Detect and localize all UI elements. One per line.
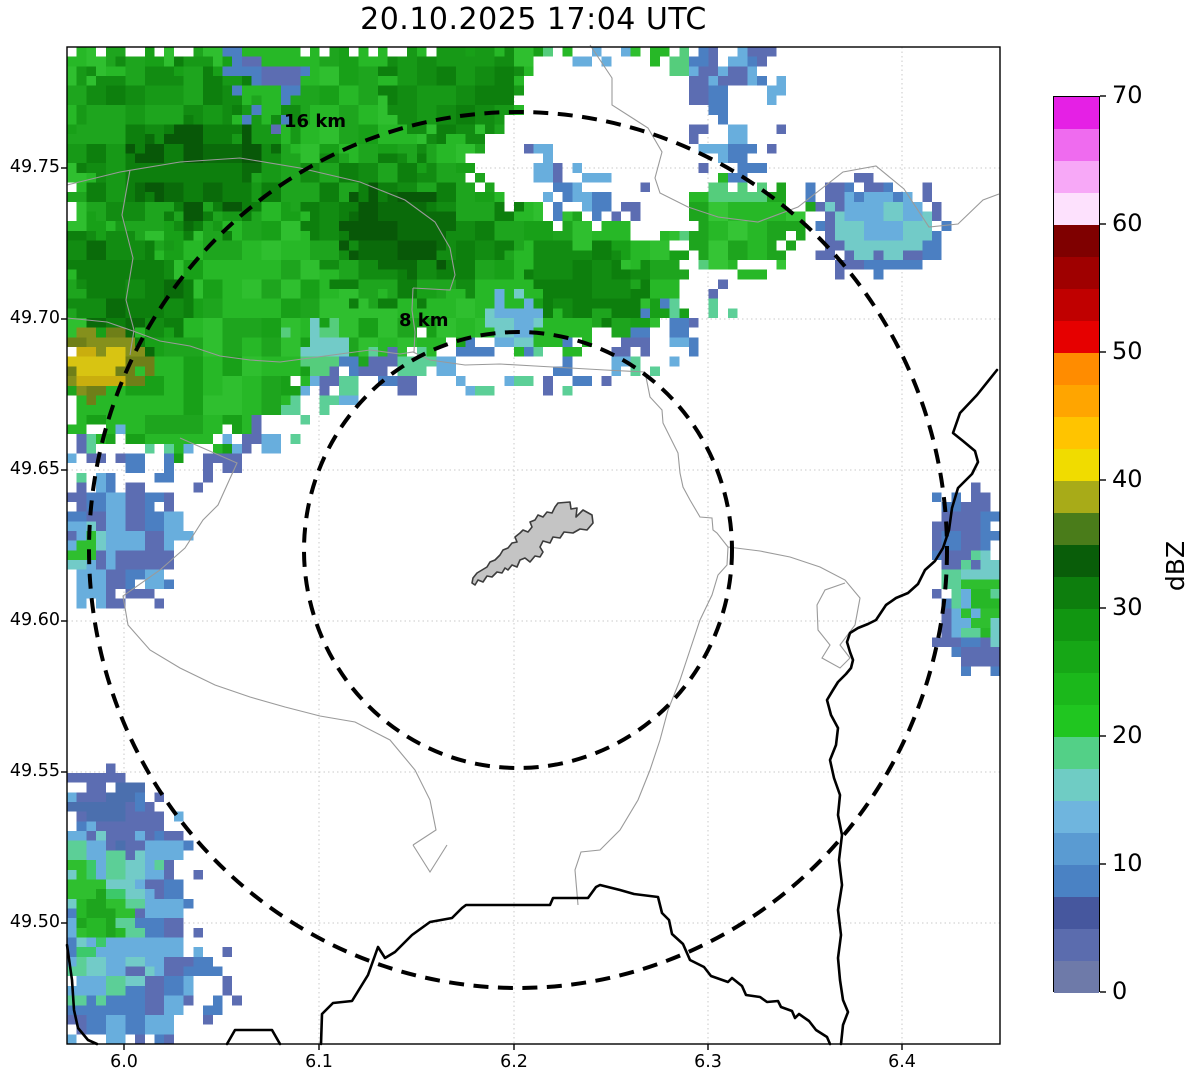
plot-title: 20.10.2025 17:04 UTC [360,2,707,37]
colorbar-band [1054,481,1099,513]
y-tick-label: 49.60 [9,610,60,630]
colorbar-band [1054,417,1099,449]
colorbar-tick-label: 60 [1112,209,1143,237]
colorbar-band [1054,97,1099,129]
y-tick-label: 49.50 [9,912,60,932]
colorbar-band [1054,161,1099,193]
radar-reflectivity-canvas [67,47,1000,1044]
y-tick-label: 49.70 [9,308,60,328]
x-tick-label: 6.1 [305,1052,333,1072]
x-tick-label: 6.2 [500,1052,528,1072]
colorbar-band [1054,641,1099,673]
y-tick-label: 49.75 [9,157,60,177]
colorbar-band [1054,225,1099,257]
colorbar-tick-label: 30 [1112,593,1143,621]
x-tick-label: 6.0 [110,1052,138,1072]
colorbar-band [1054,865,1099,897]
colorbar-band [1054,257,1099,289]
colorbar-band [1054,769,1099,801]
colorbar-band [1054,193,1099,225]
colorbar-band [1054,321,1099,353]
colorbar-axis-label: dBZ [1161,540,1188,592]
colorbar-band [1054,385,1099,417]
colorbar-band [1054,929,1099,961]
colorbar-band [1054,577,1099,609]
colorbar-band [1054,353,1099,385]
colorbar [1053,96,1100,993]
colorbar-band [1054,705,1099,737]
y-tick-label: 49.55 [9,761,60,781]
colorbar-tick-label: 0 [1112,977,1128,1005]
colorbar-band [1054,449,1099,481]
colorbar-band [1054,609,1099,641]
colorbar-band [1054,129,1099,161]
y-tick-label: 49.65 [9,459,60,479]
colorbar-tick-label: 10 [1112,849,1143,877]
colorbar-band [1054,833,1099,865]
colorbar-band [1054,545,1099,577]
colorbar-tick-label: 70 [1112,81,1143,109]
colorbar-tick-label: 40 [1112,465,1143,493]
colorbar-band [1054,673,1099,705]
x-tick-label: 6.3 [694,1052,722,1072]
colorbar-band [1054,897,1099,929]
x-tick-label: 6.4 [888,1052,916,1072]
colorbar-tick-label: 50 [1112,337,1143,365]
colorbar-band [1054,737,1099,769]
colorbar-band [1054,801,1099,833]
colorbar-tick-label: 20 [1112,721,1143,749]
colorbar-band [1054,289,1099,321]
colorbar-band [1054,961,1099,993]
colorbar-band [1054,513,1099,545]
